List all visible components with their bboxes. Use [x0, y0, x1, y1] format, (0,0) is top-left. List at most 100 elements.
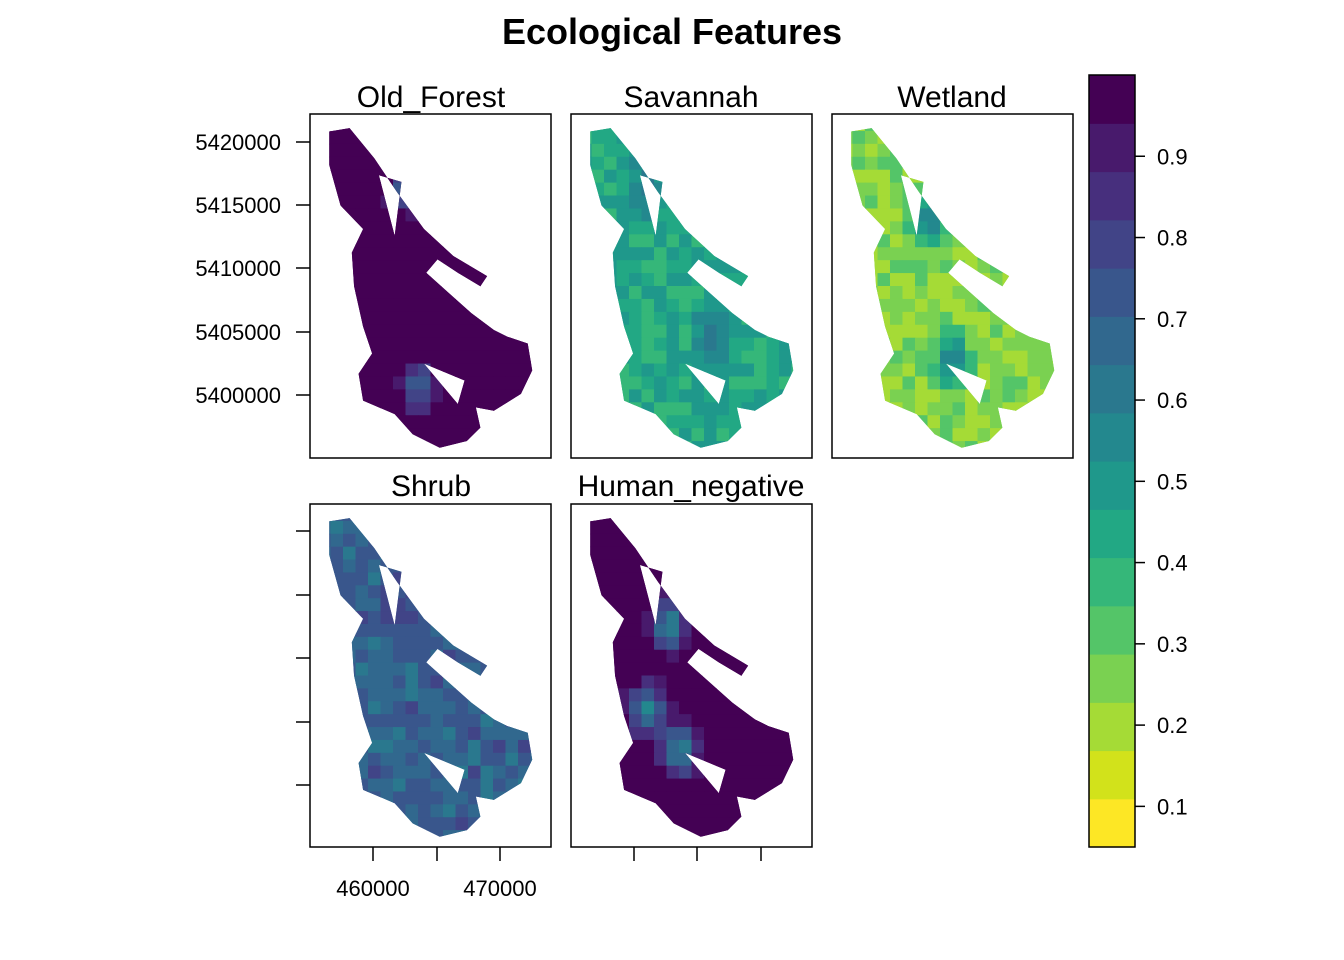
- heatmap-cell: [679, 337, 692, 352]
- heatmap-cell: [952, 208, 966, 222]
- heatmap-cell: [877, 143, 891, 158]
- heatmap-cell: [604, 752, 617, 767]
- heatmap-cell: [1027, 260, 1041, 274]
- heatmap-cell: [1052, 156, 1055, 171]
- heatmap-cell: [380, 546, 394, 561]
- heatmap-cell: [418, 572, 431, 586]
- colorbar-cell: [1089, 268, 1135, 317]
- heatmap-cell: [1002, 376, 1016, 390]
- heatmap-cell: [430, 311, 444, 326]
- heatmap-cell: [355, 208, 369, 222]
- heatmap-cell: [990, 441, 1003, 448]
- heatmap-cell: [616, 688, 630, 702]
- heatmap-cell: [977, 128, 991, 132]
- heatmap-cell: [704, 598, 717, 612]
- heatmap-cell: [591, 830, 605, 837]
- heatmap-cell: [716, 727, 730, 741]
- heatmap-cell: [405, 130, 419, 145]
- heatmap-cell: [666, 221, 680, 235]
- heatmap-cell: [330, 286, 344, 300]
- heatmap-cell: [729, 247, 742, 261]
- heatmap-cell: [405, 636, 419, 651]
- heatmap-cell: [393, 559, 406, 573]
- heatmap-cell: [679, 830, 692, 837]
- heatmap-cell: [530, 234, 533, 248]
- heatmap-cell: [902, 234, 916, 248]
- heatmap-cell: [380, 298, 394, 313]
- heatmap-cell: [729, 311, 742, 326]
- heatmap-cell: [505, 363, 519, 377]
- heatmap-cell: [418, 765, 431, 780]
- heatmap-cell: [468, 428, 481, 442]
- heatmap-cell: [691, 143, 705, 158]
- heatmap-cell: [430, 778, 444, 792]
- heatmap-cell: [902, 143, 916, 158]
- heatmap-cell: [530, 402, 533, 416]
- heatmap-cell: [940, 143, 953, 158]
- heatmap-cell: [368, 804, 381, 818]
- heatmap-cell: [329, 636, 331, 651]
- heatmap-cell: [343, 221, 356, 235]
- heatmap-cell: [418, 611, 431, 625]
- heatmap-cell: [666, 441, 680, 448]
- heatmap-cell: [641, 298, 655, 313]
- heatmap-cell: [766, 128, 780, 132]
- heatmap-cell: [616, 830, 630, 837]
- heatmap-cell: [1027, 389, 1041, 403]
- heatmap-cell: [654, 389, 667, 403]
- heatmap-cell: [654, 208, 667, 222]
- heatmap-cell: [1027, 324, 1041, 339]
- heatmap-cell: [679, 791, 692, 805]
- heatmap-cell: [902, 195, 916, 209]
- heatmap-cell: [430, 675, 444, 689]
- heatmap-cell: [729, 298, 742, 313]
- heatmap-cell: [865, 234, 878, 248]
- heatmap-cell: [779, 441, 792, 448]
- heatmap-cell: [852, 286, 866, 300]
- heatmap-cell: [480, 260, 494, 274]
- heatmap-cell: [455, 234, 469, 248]
- heatmap-cell: [329, 585, 331, 599]
- heatmap-cell: [616, 765, 630, 780]
- heatmap-cell: [666, 662, 680, 676]
- heatmap-cell: [754, 791, 767, 805]
- heatmap-cell: [468, 791, 481, 805]
- heatmap-cell: [754, 830, 767, 837]
- heatmap-cell: [754, 286, 767, 300]
- heatmap-cell: [455, 221, 469, 235]
- heatmap-cell: [430, 520, 444, 535]
- heatmap-cell: [654, 765, 667, 780]
- heatmap-cell: [865, 428, 878, 442]
- heatmap-cell: [405, 546, 419, 561]
- heatmap-cell: [368, 324, 381, 339]
- heatmap-cell: [865, 273, 878, 287]
- heatmap-cell: [704, 441, 717, 448]
- heatmap-cell: [791, 765, 794, 780]
- heatmap-cell: [691, 402, 705, 416]
- heatmap-cell: [791, 701, 794, 715]
- heatmap-cell: [666, 156, 680, 171]
- heatmap-cell: [418, 520, 431, 535]
- heatmap-cell: [405, 195, 419, 209]
- heatmap-cell: [368, 208, 381, 222]
- heatmap-cell: [468, 143, 481, 158]
- heatmap-cell: [616, 376, 630, 390]
- heatmap-cell: [679, 752, 692, 767]
- heatmap-cell: [654, 286, 667, 300]
- heatmap-cell: [691, 649, 705, 664]
- heatmap-cell: [977, 169, 991, 184]
- heatmap-cell: [329, 247, 331, 261]
- heatmap-cell: [902, 298, 916, 313]
- heatmap-cell: [604, 221, 617, 235]
- heatmap-cell: [915, 428, 928, 442]
- heatmap-cell: [851, 195, 853, 209]
- heatmap-cell: [629, 520, 642, 535]
- heatmap-cell: [1027, 156, 1041, 171]
- heatmap-cell: [791, 234, 794, 248]
- heatmap-cell: [505, 415, 519, 429]
- heatmap-cell: [1002, 311, 1016, 326]
- heatmap-cell: [591, 130, 605, 145]
- heatmap-cell: [915, 234, 928, 248]
- heatmap-cell: [851, 428, 853, 442]
- heatmap-cell: [329, 518, 331, 522]
